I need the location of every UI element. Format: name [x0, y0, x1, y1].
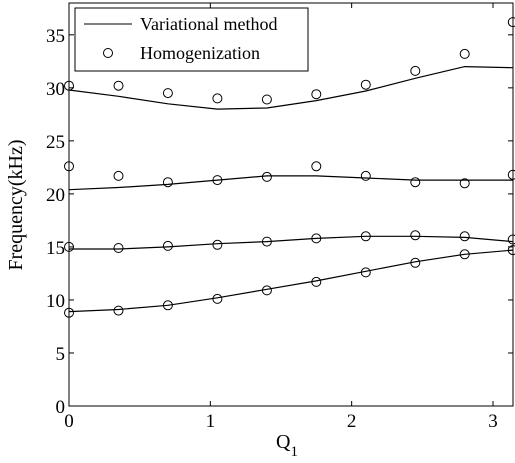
homogenization-point: [311, 161, 322, 172]
homogenization-point: [113, 170, 124, 181]
homogenization-point: [410, 230, 421, 241]
variational-line-3: [68, 175, 513, 191]
homogenization-point: [212, 239, 223, 250]
legend-label-variational: Variational method: [140, 14, 277, 34]
y-tick-label: 25: [46, 132, 65, 153]
homogenization-point: [459, 48, 470, 59]
x-tick-label: 1: [206, 411, 216, 432]
legend-marker-swatch: [103, 48, 113, 58]
homogenization-point: [507, 234, 515, 245]
variational-line-1: [68, 249, 513, 313]
homogenization-point: [162, 300, 173, 311]
homogenization-point: [360, 267, 371, 278]
homogenization-point: [360, 231, 371, 242]
homogenization-point: [162, 177, 173, 188]
x-tick-label: 3: [488, 411, 498, 432]
variational-line-4: [68, 65, 513, 110]
homogenization-point: [212, 293, 223, 304]
homogenization-point: [459, 231, 470, 242]
homogenization-point: [212, 175, 223, 186]
y-tick-label: 30: [46, 79, 65, 100]
homogenization-point: [261, 285, 272, 296]
homogenization-point: [410, 177, 421, 188]
legend: Variational method Homogenization: [74, 7, 309, 72]
y-tick-label: 10: [46, 291, 65, 312]
homogenization-point: [212, 93, 223, 104]
y-tick-label: 35: [46, 26, 65, 47]
y-tick-label: 0: [56, 397, 66, 418]
homogenization-point: [311, 276, 322, 287]
homogenization-point: [113, 80, 124, 91]
x-tick-label: 0: [64, 411, 74, 432]
homogenization-point: [113, 243, 124, 253]
homogenization-point: [360, 79, 371, 90]
plot-marks: [64, 17, 515, 318]
homogenization-point: [459, 249, 470, 260]
homogenization-point: [459, 178, 470, 189]
homogenization-point: [261, 171, 272, 182]
y-axis-label: Frequency(kHz): [5, 139, 27, 270]
x-axis-label: Q1: [276, 431, 298, 460]
variational-line-2: [69, 235, 513, 250]
homogenization-point: [507, 169, 515, 180]
legend-box: [74, 7, 309, 72]
homogenization-point: [410, 257, 421, 268]
homogenization-point: [113, 305, 124, 316]
legend-label-homogenization: Homogenization: [140, 43, 260, 63]
y-tick-label: 5: [56, 344, 66, 365]
x-axis-label-subscript: 1: [290, 444, 298, 460]
x-tick-label: 2: [347, 411, 357, 432]
x-axis-label-main: Q: [276, 431, 291, 453]
homogenization-point: [507, 17, 515, 28]
homogenization-point: [311, 233, 322, 244]
homogenization-point: [261, 94, 272, 105]
y-tick-label: 15: [46, 238, 65, 259]
homogenization-point: [162, 240, 173, 251]
homogenization-point: [360, 170, 371, 181]
homogenization-point: [410, 65, 421, 76]
y-tick-label: 20: [46, 185, 65, 206]
homogenization-point: [311, 89, 322, 100]
plot-frame: [68, 2, 514, 407]
homogenization-point: [162, 88, 173, 99]
homogenization-point: [261, 236, 272, 247]
